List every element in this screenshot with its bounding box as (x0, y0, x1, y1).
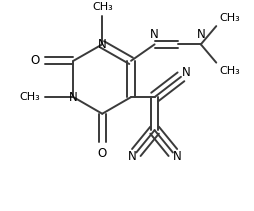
Text: CH₃: CH₃ (19, 92, 40, 102)
Text: N: N (98, 38, 107, 51)
Text: CH₃: CH₃ (92, 1, 113, 12)
Text: N: N (182, 66, 191, 79)
Text: N: N (69, 91, 78, 104)
Text: N: N (128, 150, 136, 164)
Text: O: O (30, 54, 40, 67)
Text: CH₃: CH₃ (219, 66, 240, 76)
Text: O: O (98, 147, 107, 160)
Text: N: N (150, 28, 159, 41)
Text: N: N (173, 150, 182, 164)
Text: N: N (196, 28, 205, 41)
Text: CH₃: CH₃ (219, 13, 240, 23)
